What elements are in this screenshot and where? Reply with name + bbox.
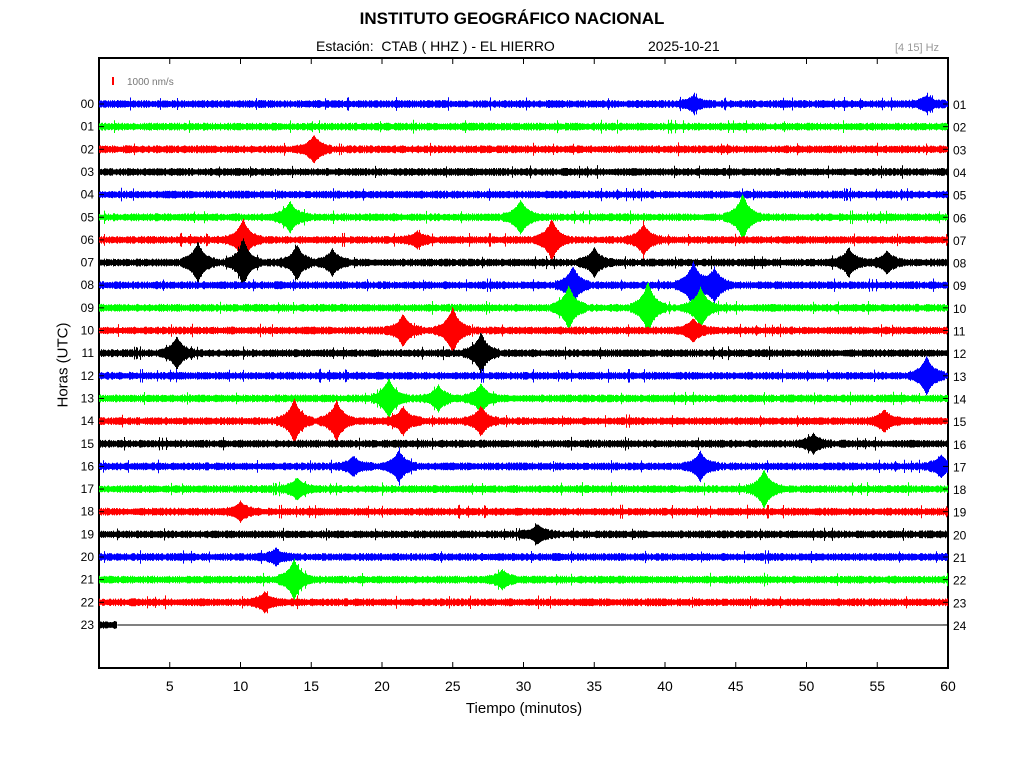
hour-label-left: 09 <box>81 301 95 315</box>
filter-band-label: [4 15] Hz <box>895 42 940 54</box>
hour-label-right: 22 <box>953 574 967 588</box>
hour-label-right: 01 <box>953 98 967 112</box>
hour-label-left: 16 <box>81 459 95 473</box>
x-axis-label: Tiempo (minutos) <box>465 700 583 717</box>
hour-label-left: 01 <box>81 120 95 134</box>
hour-label-right: 04 <box>953 166 967 180</box>
x-tick-label: 15 <box>303 678 319 694</box>
date-label: 2025-10-21 <box>648 38 720 54</box>
hour-label-left: 10 <box>81 324 95 338</box>
hour-label-left: 00 <box>81 97 95 111</box>
hour-label-right: 17 <box>953 460 967 474</box>
hour-label-right: 19 <box>953 506 967 520</box>
hour-label-right: 06 <box>953 211 967 225</box>
hour-label-left: 18 <box>81 505 95 519</box>
hour-label-left: 08 <box>81 278 95 292</box>
hour-label-left: 20 <box>81 550 95 564</box>
x-tick-label: 50 <box>799 678 815 694</box>
station-label: Estación: CTAB ( HHZ ) - EL HIERRO <box>316 38 555 54</box>
hour-label-left: 23 <box>81 618 95 632</box>
x-tick-label: 40 <box>657 678 673 694</box>
hour-label-right: 03 <box>953 143 967 157</box>
hour-label-left: 02 <box>81 142 95 156</box>
chart-title: INSTITUTO GEOGRÁFICO NACIONAL <box>359 9 665 28</box>
hour-label-left: 11 <box>82 346 95 360</box>
hour-label-right: 11 <box>953 325 966 339</box>
hour-label-left: 22 <box>81 595 95 609</box>
x-tick-label: 10 <box>233 678 249 694</box>
hour-label-left: 06 <box>81 233 95 247</box>
hour-label-left: 04 <box>81 188 95 202</box>
y-axis-label: Horas (UTC) <box>54 322 72 408</box>
hour-label-right: 09 <box>953 279 967 293</box>
hour-label-right: 07 <box>953 234 967 248</box>
x-tick-label: 20 <box>374 678 390 694</box>
hour-label-right: 24 <box>953 619 967 633</box>
hour-label-right: 21 <box>953 551 967 565</box>
x-tick-label: 45 <box>728 678 744 694</box>
x-tick-label: 60 <box>940 678 956 694</box>
hour-label-left: 19 <box>81 527 95 541</box>
hour-label-left: 15 <box>81 437 95 451</box>
hour-label-left: 13 <box>81 391 95 405</box>
x-tick-label: 30 <box>516 678 532 694</box>
hour-label-right: 18 <box>953 483 967 497</box>
hour-label-left: 12 <box>81 369 95 383</box>
x-tick-label: 5 <box>166 678 174 694</box>
hour-label-right: 08 <box>953 257 967 271</box>
hour-label-left: 05 <box>81 210 95 224</box>
hour-label-left: 14 <box>81 414 95 428</box>
hour-label-left: 17 <box>81 482 95 496</box>
hour-label-right: 13 <box>953 370 967 384</box>
hour-label-left: 03 <box>81 165 95 179</box>
hour-label-right: 02 <box>953 121 967 135</box>
x-tick-label: 25 <box>445 678 461 694</box>
hour-label-right: 10 <box>953 302 967 316</box>
x-tick-label: 35 <box>586 678 602 694</box>
hour-label-right: 15 <box>953 415 967 429</box>
scale-bar <box>112 77 114 85</box>
hour-label-right: 20 <box>953 528 967 542</box>
hour-label-left: 21 <box>81 573 95 587</box>
plot-frame <box>98 57 949 669</box>
hour-label-right: 14 <box>953 392 967 406</box>
hour-label-right: 05 <box>953 189 967 203</box>
hour-label-right: 16 <box>953 438 967 452</box>
scale-label: 1000 nm/s <box>127 77 174 88</box>
hour-label-right: 23 <box>953 596 967 610</box>
axis-group: 00 01 02 03 04 05 06 07 08 09 10 11 12 13 14 15 16 17 18 19… <box>81 58 967 694</box>
hour-label-left: 07 <box>81 256 95 270</box>
hour-label-right: 12 <box>953 347 967 361</box>
x-tick-label: 55 <box>869 678 885 694</box>
